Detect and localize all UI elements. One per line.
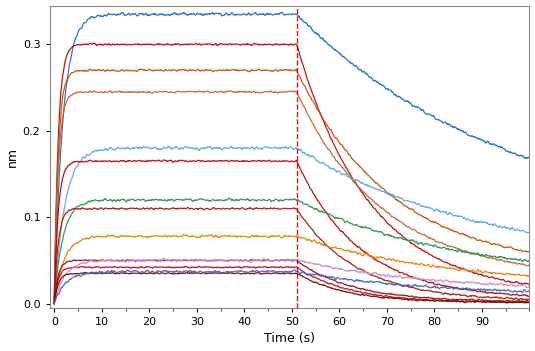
X-axis label: Time (s): Time (s) bbox=[264, 332, 315, 345]
Y-axis label: nm: nm bbox=[5, 147, 19, 167]
